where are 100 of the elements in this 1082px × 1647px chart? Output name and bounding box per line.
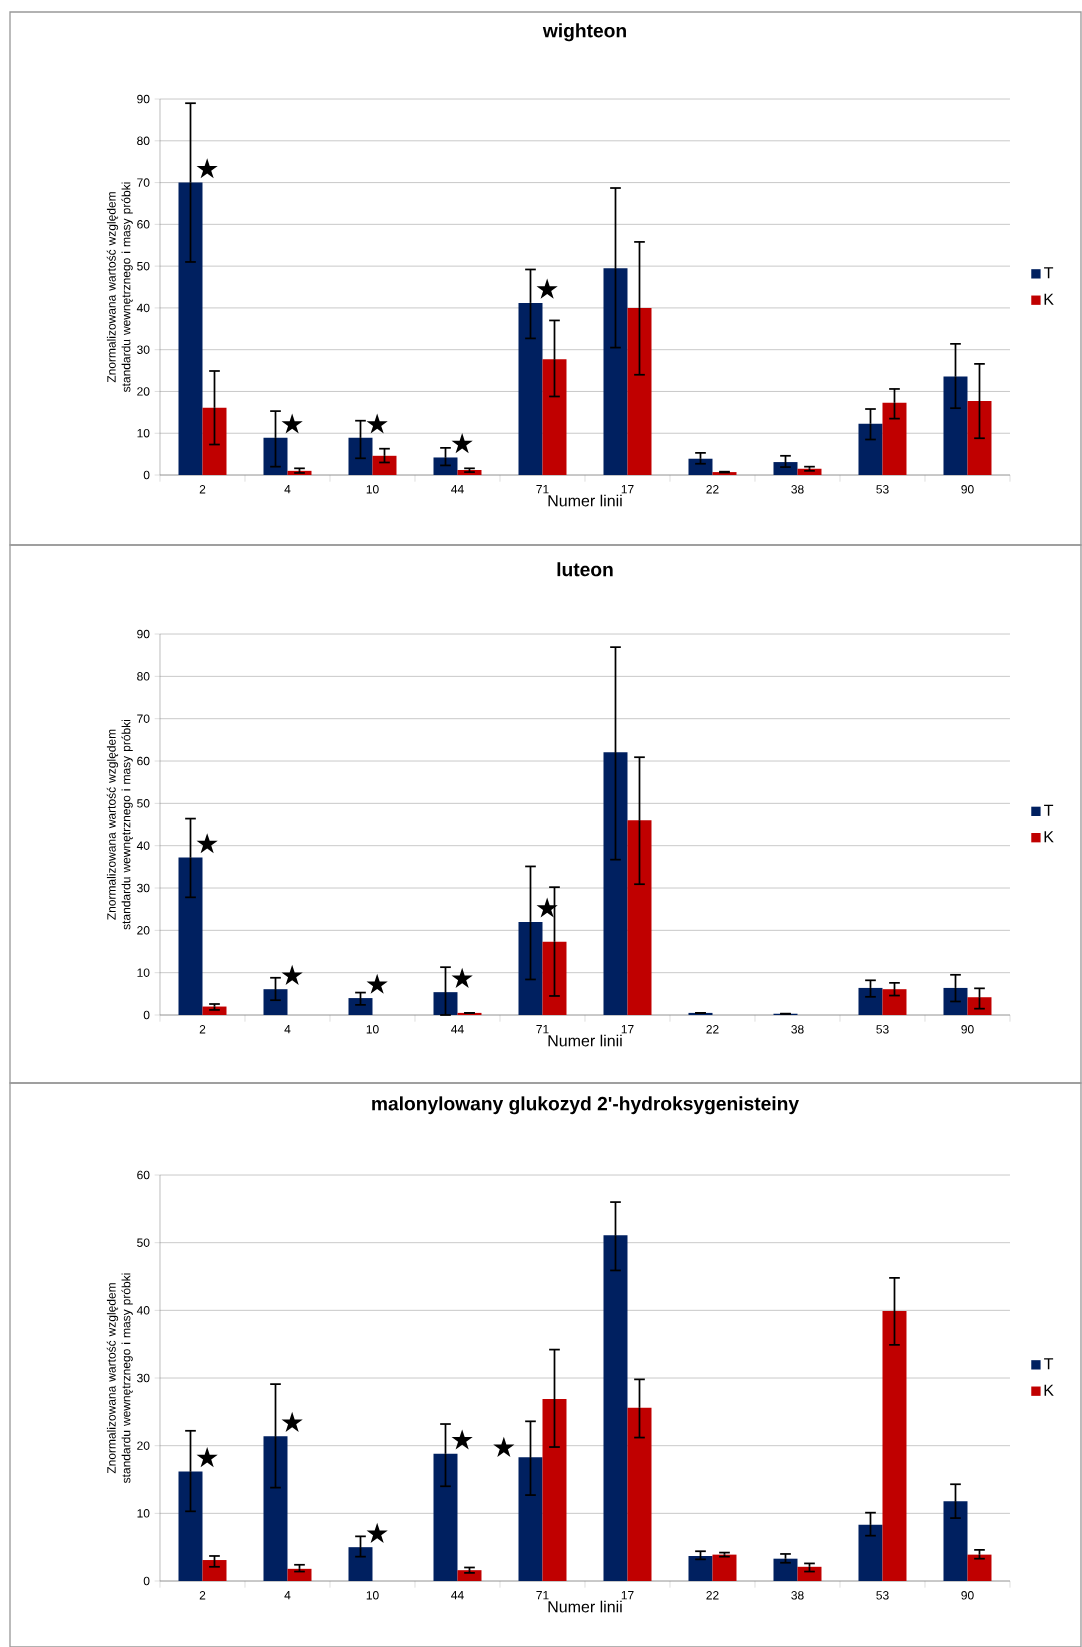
chart-title: malonylowany glukozyd 2'-hydroksygenisteiny xyxy=(372,1096,799,1115)
annotation: ★ xyxy=(451,1429,473,1450)
bar xyxy=(773,462,798,476)
annotation: ★ xyxy=(536,278,558,299)
y-tick-label: 30 xyxy=(137,345,150,354)
x-tick-label: 53 xyxy=(876,1591,889,1600)
bar xyxy=(943,376,968,476)
x-tick-label: 90 xyxy=(961,1025,974,1034)
x-axis-title: Numer linii xyxy=(548,494,622,507)
x-tick-label: 2 xyxy=(199,485,206,494)
x-tick-label: 71 xyxy=(536,1591,549,1600)
x-tick-label: 53 xyxy=(876,1025,889,1034)
bar xyxy=(943,1501,968,1582)
bar xyxy=(603,268,628,476)
bar xyxy=(967,401,992,476)
bar xyxy=(967,997,992,1016)
bar xyxy=(712,1554,737,1582)
y-axis-title: Znormalizowana wartość względem standardu wewnętrznego i masy próbki xyxy=(106,719,133,930)
bar xyxy=(882,1311,907,1582)
x-tick-label: 10 xyxy=(366,1591,379,1600)
y-tick-label: 20 xyxy=(137,387,150,396)
x-tick-label: 17 xyxy=(621,1025,634,1034)
y-tick-label: 0 xyxy=(143,1576,150,1586)
annotation: ★ xyxy=(366,973,388,994)
annotation: ★ xyxy=(196,158,218,179)
y-axis-title: Znormalizowana wartość względem standardu wewnętrznego i masy próbki xyxy=(106,182,133,393)
x-tick-label: 17 xyxy=(621,1591,634,1600)
bar xyxy=(178,857,203,1016)
x-tick-label: 90 xyxy=(961,1591,974,1600)
x-tick-label: 71 xyxy=(536,485,549,494)
y-tick-label: 50 xyxy=(137,1238,150,1247)
bar xyxy=(178,182,203,476)
bar xyxy=(542,1398,567,1582)
legend-label: T xyxy=(1044,1358,1054,1370)
bar xyxy=(797,1566,822,1582)
x-tick-label: 44 xyxy=(451,1025,464,1034)
bar xyxy=(433,457,458,476)
bar xyxy=(518,302,543,476)
legend-label: T xyxy=(1044,804,1054,816)
bar xyxy=(178,1471,203,1582)
x-tick-label: 22 xyxy=(706,485,719,494)
x-tick-label: 53 xyxy=(876,485,889,494)
bar xyxy=(518,1457,543,1582)
x-tick-label: 22 xyxy=(706,1591,719,1600)
x-tick-label: 22 xyxy=(706,1025,719,1034)
bar xyxy=(348,1547,373,1582)
legend-label: K xyxy=(1044,831,1054,843)
y-tick-label: 10 xyxy=(137,1509,150,1518)
x-tick-label: 38 xyxy=(791,485,804,494)
bar xyxy=(263,1436,288,1582)
chart-title: luteon xyxy=(557,562,613,577)
annotation: ★ xyxy=(451,433,473,454)
bar xyxy=(773,1558,798,1582)
bar xyxy=(882,989,907,1016)
annotation: ★ xyxy=(366,413,388,434)
bar xyxy=(627,820,652,1016)
bar xyxy=(542,359,567,476)
y-tick-label: 0 xyxy=(143,470,150,480)
y-tick-label: 50 xyxy=(137,799,150,808)
y-tick-label: 30 xyxy=(137,883,150,893)
legend-label: T xyxy=(1044,267,1054,279)
annotation: ★ xyxy=(196,1447,218,1468)
bar xyxy=(858,1524,883,1582)
y-tick-label: 60 xyxy=(137,220,150,229)
y-tick-label: 20 xyxy=(137,926,150,935)
y-axis-title: Znormalizowana wartość względem standardu wewnętrznego i masy próbki xyxy=(106,1273,133,1484)
x-tick-label: 17 xyxy=(621,485,634,494)
y-tick-label: 90 xyxy=(137,629,150,639)
y-tick-label: 70 xyxy=(137,178,150,187)
y-tick-label: 90 xyxy=(137,94,150,104)
annotation: ★ xyxy=(281,1411,303,1432)
y-tick-label: 10 xyxy=(137,968,150,977)
x-tick-label: 2 xyxy=(199,1591,206,1600)
legend-label: K xyxy=(1044,1384,1054,1396)
x-tick-label: 4 xyxy=(284,485,291,494)
bar xyxy=(372,455,397,476)
bar xyxy=(287,1568,312,1582)
bar xyxy=(603,752,628,1016)
annotation: ★ xyxy=(281,964,303,985)
bar xyxy=(627,307,652,476)
x-tick-label: 10 xyxy=(366,1025,379,1034)
annotation: ★ xyxy=(366,1522,388,1543)
y-tick-label: 40 xyxy=(136,841,150,850)
y-tick-label: 20 xyxy=(137,1441,150,1450)
y-tick-label: 40 xyxy=(136,303,150,313)
x-tick-label: 44 xyxy=(451,485,464,494)
y-tick-label: 0 xyxy=(143,1010,150,1020)
bar xyxy=(688,1555,713,1582)
x-tick-label: 44 xyxy=(451,1591,464,1600)
bar xyxy=(202,1560,227,1582)
y-tick-label: 60 xyxy=(137,1170,150,1180)
x-tick-label: 10 xyxy=(366,485,379,494)
chart-title: wighteon xyxy=(542,23,626,42)
y-tick-label: 10 xyxy=(137,428,150,438)
annotation: ★ xyxy=(281,413,303,434)
bar xyxy=(943,987,968,1016)
bar xyxy=(882,402,907,476)
x-tick-label: 71 xyxy=(536,1025,549,1034)
bar xyxy=(263,989,288,1016)
bar xyxy=(627,1407,652,1582)
